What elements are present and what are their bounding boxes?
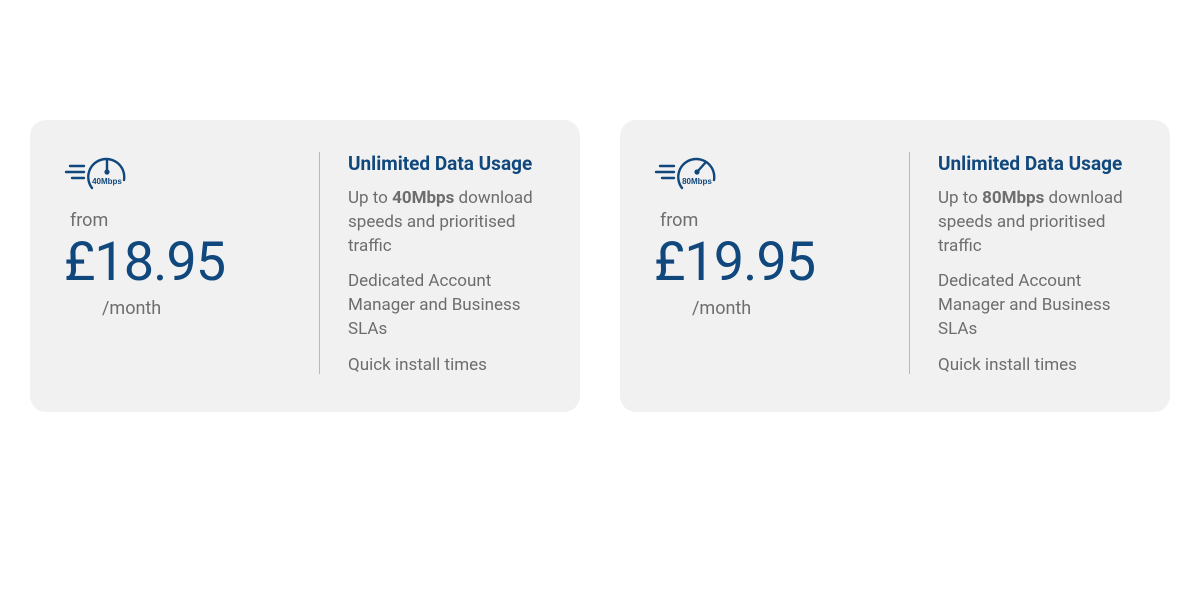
feature-install: Quick install times [348,354,546,378]
features-column: Unlimited Data Usage Up to 80Mbps downlo… [910,148,1136,378]
feature-speed-bold: 40Mbps [392,188,454,208]
pricing-card: 80Mbps from £19.95 /month Unlimited Data… [620,120,1170,412]
feature-speed-pre: Up to [938,188,982,208]
feature-speed: Up to 40Mbps download speeds and priorit… [348,187,546,258]
speedometer-icon: 80Mbps [654,148,722,196]
feature-title: Unlimited Data Usage [938,152,1136,175]
feature-speed-pre: Up to [348,188,392,208]
features-column: Unlimited Data Usage Up to 40Mbps downlo… [320,148,546,378]
feature-speed-bold: 80Mbps [982,188,1044,208]
feature-title: Unlimited Data Usage [348,152,546,175]
speed-icon-label: 80Mbps [682,177,712,186]
from-label: from [64,210,108,231]
pricing-card: 40Mbps from £18.95 /month Unlimited Data… [30,120,580,412]
from-label: from [654,210,698,231]
pricing-cards-container: 40Mbps from £18.95 /month Unlimited Data… [0,0,1200,412]
price-column: 40Mbps from £18.95 /month [64,148,319,378]
feature-account: Dedicated Account Manager and Business S… [938,270,1136,341]
feature-speed: Up to 80Mbps download speeds and priorit… [938,187,1136,258]
period-label: /month [654,298,751,319]
price-column: 80Mbps from £19.95 /month [654,148,909,378]
speedometer-icon: 40Mbps [64,148,132,196]
feature-account: Dedicated Account Manager and Business S… [348,270,546,341]
price-value: £18.95 [64,233,225,292]
speed-icon-label: 40Mbps [92,177,122,186]
price-value: £19.95 [654,233,815,292]
period-label: /month [64,298,161,319]
feature-install: Quick install times [938,354,1136,378]
